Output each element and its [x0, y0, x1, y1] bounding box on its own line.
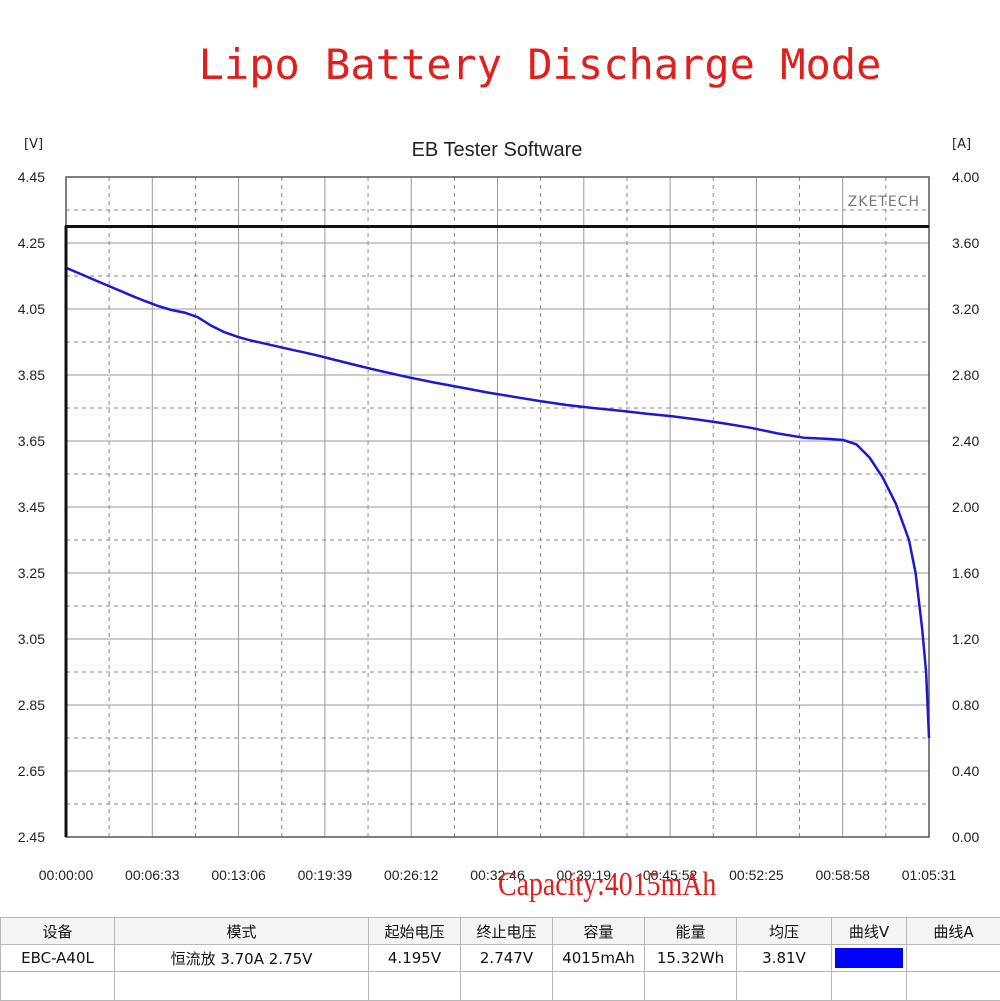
right-tick-label: 3.60: [952, 235, 979, 251]
cell-capacity: 4015mAh: [553, 945, 645, 972]
left-tick-label: 2.65: [18, 763, 45, 779]
header-mode: 模式: [115, 918, 369, 945]
cell-end-voltage: 2.747V: [461, 945, 553, 972]
right-tick-label: 3.20: [952, 301, 979, 317]
left-tick-label: 4.25: [18, 235, 45, 251]
right-tick-label: 1.60: [952, 565, 979, 581]
cell-curve-v[interactable]: [832, 945, 907, 972]
left-tick-label: 3.25: [18, 565, 45, 581]
right-tick-label: 2.00: [952, 499, 979, 515]
left-tick-label: 3.65: [18, 433, 45, 449]
left-tick-label: 3.05: [18, 631, 45, 647]
header-curve-v: 曲线V: [832, 918, 907, 945]
left-tick-label: 4.05: [18, 301, 45, 317]
header-device: 设备: [1, 918, 115, 945]
left-axis-unit: [V]: [24, 137, 43, 152]
header-curve-a: 曲线A: [907, 918, 1000, 945]
header-avg-voltage: 均压: [737, 918, 832, 945]
x-tick-label: 00:06:33: [125, 867, 180, 883]
cell-avg-voltage: 3.81V: [737, 945, 832, 972]
right-axis-unit: [A]: [952, 137, 971, 152]
empty-cell: [832, 972, 907, 1001]
header-start-voltage: 起始电压: [369, 918, 461, 945]
left-tick-label: 3.45: [18, 499, 45, 515]
empty-cell: [115, 972, 369, 1001]
left-tick-label: 2.45: [18, 829, 45, 845]
header-energy: 能量: [645, 918, 737, 945]
right-tick-label: 2.80: [952, 367, 979, 383]
x-tick-label: 00:58:58: [815, 867, 870, 883]
watermark: ZKETECH: [848, 194, 920, 210]
x-tick-label: 00:52:25: [729, 867, 784, 883]
result-table: 设备 模式 起始电压 终止电压 容量 能量 均压 曲线V 曲线A EBC-A40…: [0, 917, 1000, 1001]
table-row: EBC-A40L 恒流放 3.70A 2.75V 4.195V 2.747V 4…: [1, 945, 1000, 972]
header-end-voltage: 终止电压: [461, 918, 553, 945]
x-tick-label: 01:05:31: [902, 867, 957, 883]
right-tick-label: 4.00: [952, 169, 979, 185]
curve-v-swatch[interactable]: [835, 948, 903, 968]
header-capacity: 容量: [553, 918, 645, 945]
x-tick-label: 00:00:00: [39, 867, 94, 883]
right-tick-label: 1.20: [952, 631, 979, 647]
cell-mode: 恒流放 3.70A 2.75V: [115, 945, 369, 972]
cell-start-voltage: 4.195V: [369, 945, 461, 972]
empty-cell: [553, 972, 645, 1001]
x-tick-label: 00:19:39: [298, 867, 353, 883]
right-tick-label: 0.00: [952, 829, 979, 845]
x-tick-label: 00:13:06: [211, 867, 266, 883]
empty-cell: [907, 972, 1000, 1001]
left-tick-label: 2.85: [18, 697, 45, 713]
empty-cell: [645, 972, 737, 1001]
table-empty-row: [1, 972, 1000, 1001]
empty-cell: [737, 972, 832, 1001]
empty-cell: [369, 972, 461, 1001]
empty-cell: [1, 972, 115, 1001]
right-tick-label: 0.40: [952, 763, 979, 779]
left-tick-label: 4.45: [18, 169, 45, 185]
empty-cell: [461, 972, 553, 1001]
capacity-annotation: Capacity:4015mAh: [498, 866, 716, 904]
cell-curve-a[interactable]: [907, 945, 1000, 972]
right-tick-label: 0.80: [952, 697, 979, 713]
cell-device: EBC-A40L: [1, 945, 115, 972]
right-tick-label: 2.40: [952, 433, 979, 449]
left-tick-label: 3.85: [18, 367, 45, 383]
x-tick-label: 00:26:12: [384, 867, 439, 883]
cell-energy: 15.32Wh: [645, 945, 737, 972]
table-header-row: 设备 模式 起始电压 终止电压 容量 能量 均压 曲线V 曲线A: [1, 918, 1000, 945]
chart-title: EB Tester Software: [412, 139, 583, 161]
